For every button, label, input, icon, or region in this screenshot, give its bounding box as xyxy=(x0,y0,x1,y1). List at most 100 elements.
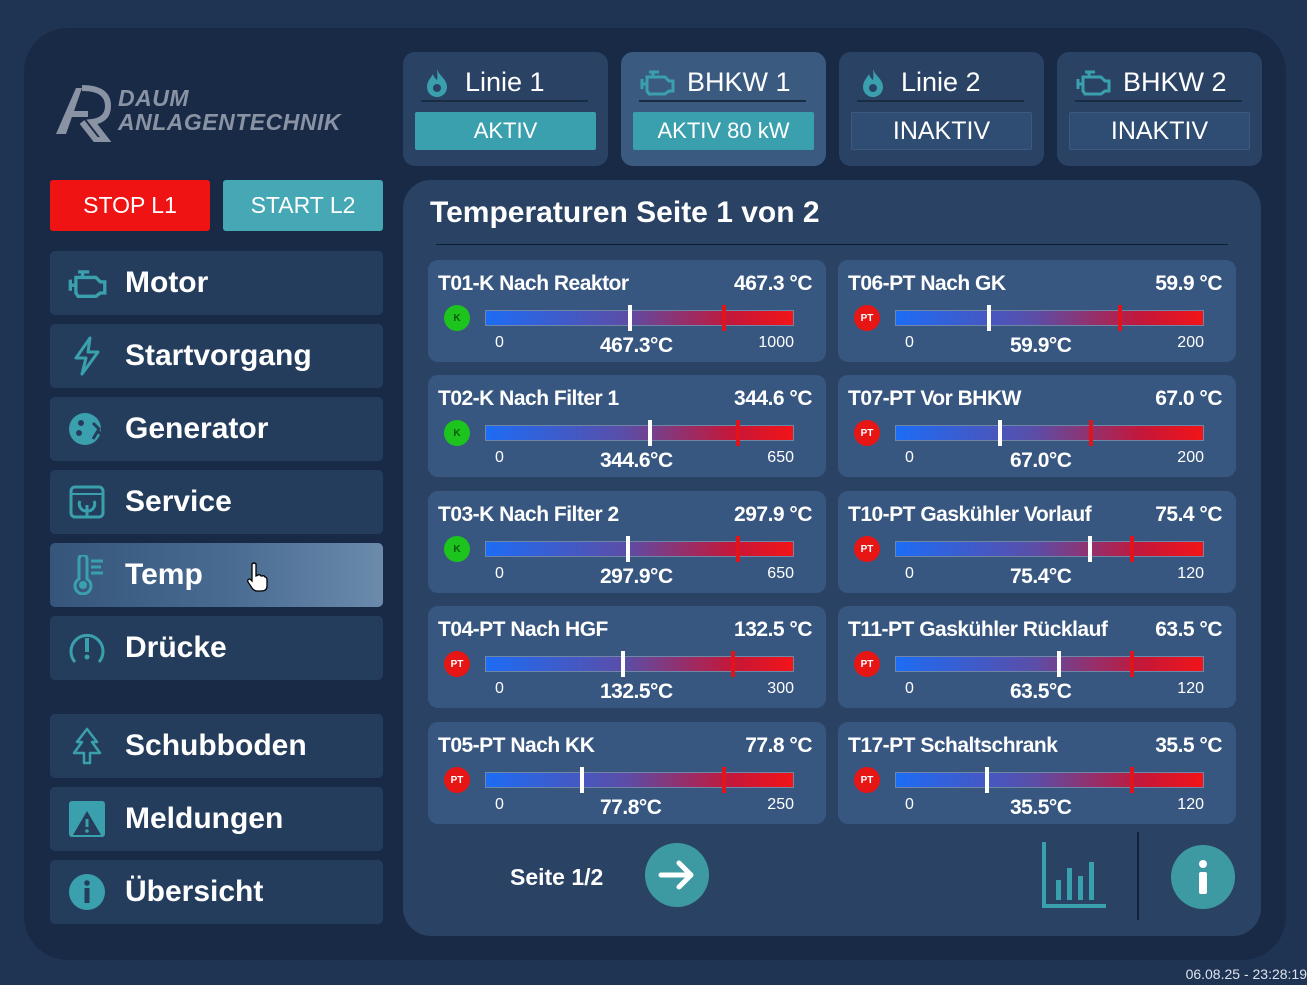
tile-linie-2[interactable]: Linie 2 INAKTIV xyxy=(839,52,1044,166)
temperature-bar xyxy=(895,536,1204,562)
bar-max: 120 xyxy=(1177,796,1204,813)
nav-label: Übersicht xyxy=(125,875,264,908)
tile-status: INAKTIV xyxy=(851,112,1032,150)
limit-marker xyxy=(735,420,740,446)
timestamp: 06.08.25 - 23:28:19 xyxy=(1185,966,1307,982)
bar-current: 132.5°C xyxy=(600,680,673,703)
temperature-bar xyxy=(895,651,1204,677)
bar-max: 650 xyxy=(767,449,794,466)
sensor-type-badge: PT xyxy=(854,536,880,562)
info-button[interactable] xyxy=(1171,845,1235,909)
value-marker xyxy=(580,767,585,793)
sensor-card[interactable]: T01-K Nach Reaktor 467.3 °C K 0 467.3°C 1000 xyxy=(428,260,826,362)
sensor-card[interactable]: T10-PT Gaskühler Vorlauf 75.4 °C PT 0 75.4°C… xyxy=(838,491,1236,593)
thermometer-icon xyxy=(67,555,107,595)
temperature-bar xyxy=(895,305,1204,331)
flame-icon xyxy=(863,69,883,97)
value-marker xyxy=(997,420,1002,446)
sensor-name: T02-K Nach Filter 1 xyxy=(438,387,619,410)
value-marker xyxy=(628,305,633,331)
tile-title: Linie 2 xyxy=(901,66,981,97)
sensor-value: 35.5 °C xyxy=(1155,734,1222,757)
bar-min: 0 xyxy=(495,449,504,466)
value-marker xyxy=(625,536,630,562)
value-marker xyxy=(647,420,652,446)
sensor-type-badge: PT xyxy=(444,767,470,793)
nav-label: Generator xyxy=(125,412,269,445)
tile-bhkw-2[interactable]: BHKW 2 INAKTIV xyxy=(1057,52,1262,166)
next-page-button[interactable] xyxy=(645,843,709,907)
sensor-type-badge: PT xyxy=(854,651,880,677)
logo-mark-icon xyxy=(56,85,112,142)
temperature-panel: Temperaturen Seite 1 von 2 T01-K Nach Re… xyxy=(403,180,1261,936)
bar-min: 0 xyxy=(905,449,914,466)
bar-current: 297.9°C xyxy=(600,565,673,588)
bar-max: 200 xyxy=(1177,449,1204,466)
sensor-card[interactable]: T04-PT Nach HGF 132.5 °C PT 0 132.5°C 300 xyxy=(428,606,826,708)
temperature-bar xyxy=(485,651,794,677)
bar-max: 200 xyxy=(1177,334,1204,351)
tile-bhkw-1[interactable]: BHKW 1 AKTIV 80 kW xyxy=(621,52,826,166)
sensor-value: 467.3 °C xyxy=(734,272,812,295)
nav-item-service[interactable]: Service xyxy=(50,470,383,534)
warning-icon xyxy=(67,799,107,839)
sensor-card[interactable]: T03-K Nach Filter 2 297.9 °C K 0 297.9°C 650 xyxy=(428,491,826,593)
sensor-name: T04-PT Nach HGF xyxy=(438,618,608,641)
sensor-name: T05-PT Nach KK xyxy=(438,734,595,757)
nav-item-temp[interactable]: Temp xyxy=(50,543,383,607)
bar-max: 300 xyxy=(767,680,794,697)
sensor-value: 132.5 °C xyxy=(734,618,812,641)
company-logo: DAUM ANLAGENTECHNIK xyxy=(52,80,382,144)
nav-label: Schubboden xyxy=(125,729,307,762)
sensor-name: T07-PT Vor BHKW xyxy=(848,387,1021,410)
sensor-type-badge: PT xyxy=(854,420,880,446)
bar-current: 344.6°C xyxy=(600,449,673,472)
hand-cursor-icon xyxy=(247,562,268,592)
sensor-name: T10-PT Gaskühler Vorlauf xyxy=(848,503,1092,526)
bar-max: 650 xyxy=(767,565,794,582)
chart-button[interactable] xyxy=(1040,840,1108,910)
sensor-name: T01-K Nach Reaktor xyxy=(438,272,629,295)
nav-item-uebersicht[interactable]: Übersicht xyxy=(50,860,383,924)
sensor-name: T11-PT Gaskühler Rücklauf xyxy=(848,618,1108,641)
tile-status: AKTIV 80 kW xyxy=(633,112,814,150)
sensor-card[interactable]: T02-K Nach Filter 1 344.6 °C K 0 344.6°C 650 xyxy=(428,375,826,477)
bar-min: 0 xyxy=(905,680,914,697)
tile-status: AKTIV xyxy=(415,112,596,150)
info-icon xyxy=(67,872,107,912)
nav-item-startvorgang[interactable]: Startvorgang xyxy=(50,324,383,388)
sensor-value: 63.5 °C xyxy=(1155,618,1222,641)
sensor-card[interactable]: T11-PT Gaskühler Rücklauf 63.5 °C PT 0 63.5°… xyxy=(838,606,1236,708)
nav-item-motor[interactable]: Motor xyxy=(50,251,383,315)
bar-min: 0 xyxy=(495,680,504,697)
sensor-type-badge: K xyxy=(444,536,470,562)
temperature-bar xyxy=(485,420,794,446)
value-marker xyxy=(620,651,625,677)
sensor-card[interactable]: T17-PT Schaltschrank 35.5 °C PT 0 35.5°C 120 xyxy=(838,722,1236,824)
bar-min: 0 xyxy=(495,565,504,582)
bar-max: 120 xyxy=(1177,565,1204,582)
service-icon xyxy=(67,482,107,522)
nav-item-druecke[interactable]: Drücke xyxy=(50,616,383,680)
temperature-bar xyxy=(485,536,794,562)
stop-l1-button[interactable]: STOP L1 xyxy=(50,180,210,231)
tile-status: INAKTIV xyxy=(1069,112,1250,150)
engine-icon xyxy=(67,263,107,303)
arrow-right-icon xyxy=(658,860,694,890)
flame-icon xyxy=(427,69,447,97)
divider xyxy=(436,244,1228,245)
bar-current: 75.4°C xyxy=(1010,565,1072,588)
sensor-card[interactable]: T06-PT Nach GK 59.9 °C PT 0 59.9°C 200 xyxy=(838,260,1236,362)
limit-marker xyxy=(1118,305,1123,331)
sensor-card[interactable]: T07-PT Vor BHKW 67.0 °C PT 0 67.0°C 200 xyxy=(838,375,1236,477)
sensor-card[interactable]: T05-PT Nach KK 77.8 °C PT 0 77.8°C 250 xyxy=(428,722,826,824)
bar-min: 0 xyxy=(905,565,914,582)
logo-text: DAUM ANLAGENTECHNIK xyxy=(118,86,341,134)
nav-item-meldungen[interactable]: Meldungen xyxy=(50,787,383,851)
sensor-name: T03-K Nach Filter 2 xyxy=(438,503,619,526)
start-l2-button[interactable]: START L2 xyxy=(223,180,383,231)
sensor-value: 77.8 °C xyxy=(745,734,812,757)
nav-item-schubboden[interactable]: Schubboden xyxy=(50,714,383,778)
tile-linie-1[interactable]: Linie 1 AKTIV xyxy=(403,52,608,166)
nav-item-generator[interactable]: Generator xyxy=(50,397,383,461)
